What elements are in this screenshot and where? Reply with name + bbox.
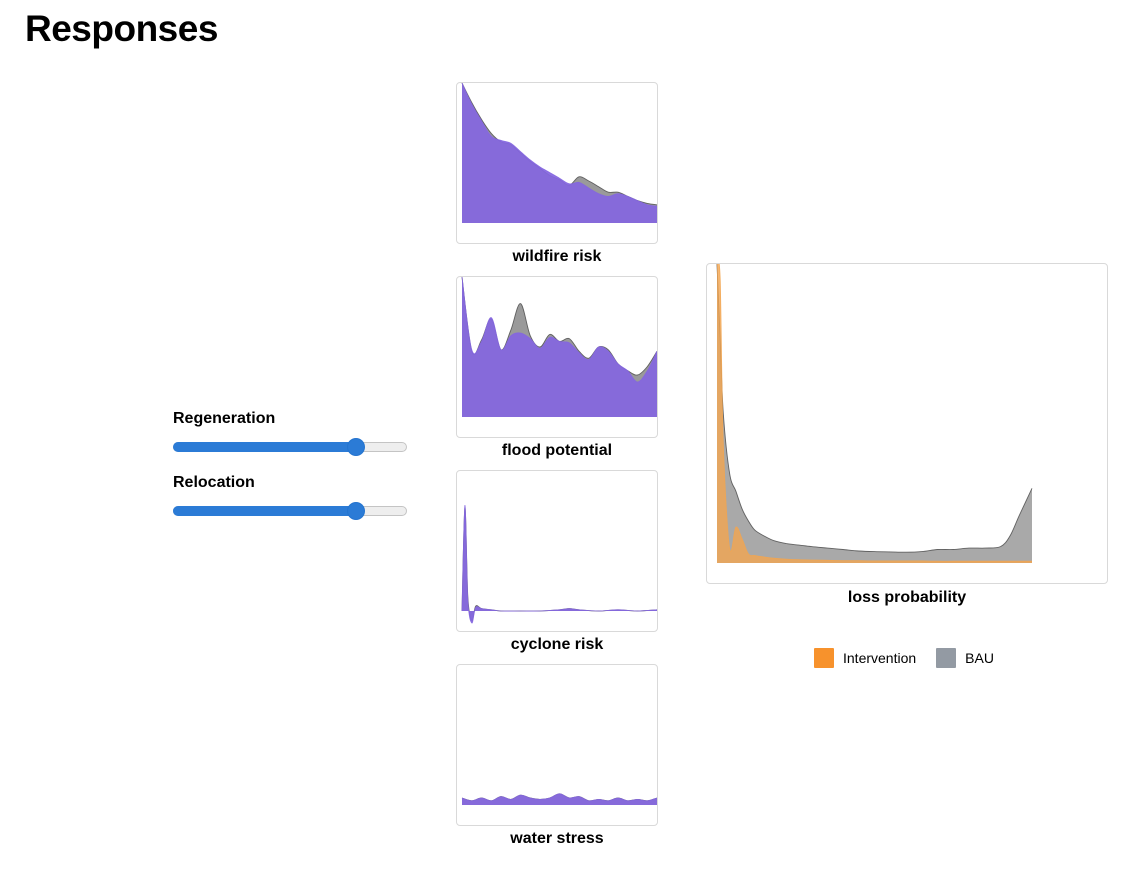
loss-probability-caption: loss probability bbox=[847, 589, 967, 606]
water-stress-plot bbox=[461, 793, 657, 805]
legend-label-bau: BAU bbox=[965, 650, 994, 666]
water-stress-caption: water stress bbox=[510, 830, 604, 847]
wildfire-risk-chart bbox=[456, 82, 658, 244]
legend-swatch-intervention bbox=[814, 648, 834, 668]
cyclone-risk-caption: cyclone risk bbox=[510, 636, 604, 653]
cyclone-risk-intervention-area bbox=[462, 505, 657, 624]
flood-potential-intervention-line bbox=[461, 277, 657, 383]
regeneration-label: Regeneration bbox=[173, 410, 276, 427]
flood-potential-chart bbox=[456, 276, 658, 438]
regeneration-slider-fill bbox=[173, 442, 356, 452]
cyclone-risk-intervention-line bbox=[461, 504, 657, 624]
legend-swatch-bau bbox=[936, 648, 957, 668]
cyclone-risk-plot bbox=[461, 504, 657, 624]
legend-item-bau: BAU bbox=[936, 648, 994, 668]
loss-probability-bau-line bbox=[716, 264, 1033, 553]
relocation-label: Relocation bbox=[173, 474, 255, 491]
loss-probability-plot bbox=[716, 264, 1033, 563]
water-stress-intervention-line bbox=[461, 793, 657, 802]
relocation-slider[interactable] bbox=[173, 503, 407, 519]
regeneration-control: Regeneration bbox=[173, 410, 407, 455]
flood-potential-intervention-area bbox=[462, 277, 657, 417]
loss-probability-intervention-line bbox=[716, 264, 1032, 562]
flood-potential-caption: flood potential bbox=[501, 442, 613, 459]
wildfire-risk-caption: wildfire risk bbox=[512, 248, 602, 265]
cyclone-risk-chart bbox=[456, 470, 658, 632]
regeneration-slider[interactable] bbox=[173, 439, 407, 455]
wildfire-risk-plot bbox=[461, 83, 657, 223]
wildfire-risk-intervention-line bbox=[461, 83, 657, 207]
regeneration-slider-thumb[interactable] bbox=[347, 439, 364, 455]
loss-probability-bau-area bbox=[717, 264, 1032, 563]
relocation-slider-thumb[interactable] bbox=[347, 503, 364, 519]
wildfire-risk-intervention-area bbox=[462, 83, 657, 223]
relocation-slider-fill bbox=[173, 506, 356, 516]
water-stress-intervention-area bbox=[462, 793, 657, 805]
cyclone-risk-bau-area bbox=[462, 507, 657, 621]
loss-probability-chart bbox=[706, 263, 1108, 584]
cyclone-risk-bau-line bbox=[461, 507, 657, 622]
page-title: Responses bbox=[25, 8, 218, 49]
relocation-control: Relocation bbox=[173, 474, 407, 519]
flood-potential-plot bbox=[461, 277, 657, 417]
legend-label-intervention: Intervention bbox=[843, 650, 917, 666]
legend: Intervention BAU bbox=[814, 648, 1014, 668]
legend-item-intervention: Intervention bbox=[814, 648, 916, 668]
water-stress-chart bbox=[456, 664, 658, 826]
loss-probability-intervention-area bbox=[717, 264, 1032, 563]
